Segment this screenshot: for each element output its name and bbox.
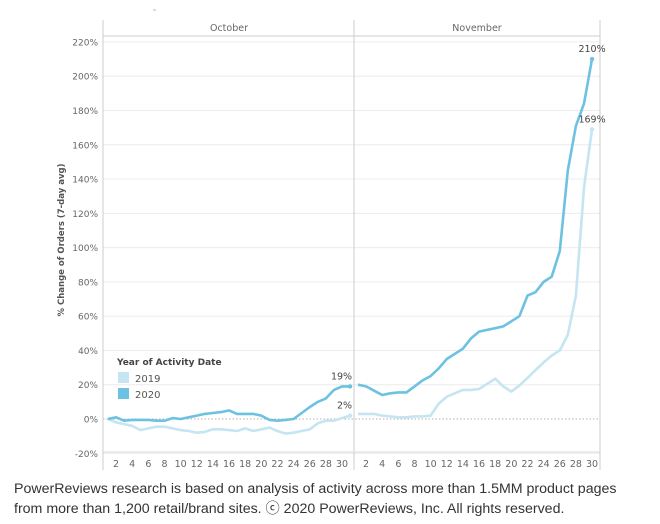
x-tick-label: 12 — [191, 459, 203, 470]
chart-frame — [102, 9, 601, 470]
x-tick-label: 2 — [113, 459, 119, 470]
x-tick-label: 6 — [395, 459, 401, 470]
y-tick-label: -20% — [75, 450, 99, 460]
legend-label-2019: 2019 — [135, 374, 160, 385]
panel-header-november: November — [452, 23, 502, 34]
x-tick-label: 18 — [239, 459, 251, 470]
y-tick-label: 160% — [72, 141, 98, 151]
x-tick-label: 30 — [336, 459, 348, 470]
legend-title: Year of Activity Date — [116, 358, 222, 368]
y-tick-label: 220% — [72, 38, 98, 48]
y-tick-label: 40% — [78, 347, 98, 357]
y-tick-label: 180% — [72, 107, 98, 117]
panel-headers: October November — [210, 23, 502, 34]
y-tick-label: 200% — [72, 73, 98, 83]
x-tick-label: 28 — [570, 459, 582, 470]
line-2019-october — [107, 414, 351, 435]
data-label-2019-october: 2% — [337, 401, 352, 412]
end-point-2019-october — [347, 413, 353, 418]
x-tick-label: 26 — [304, 459, 316, 470]
x-tick-label: 14 — [207, 459, 219, 470]
x-tick-label: 22 — [521, 459, 533, 470]
y-tick-label: 140% — [72, 176, 98, 186]
x-tick-label: 16 — [473, 459, 485, 470]
legend-label-2020: 2020 — [135, 390, 160, 401]
legend-swatch-2019 — [118, 372, 129, 383]
x-tick-label: 22 — [271, 459, 283, 470]
x-tick-label: 10 — [175, 459, 187, 470]
x-tick-label: 4 — [379, 459, 385, 470]
x-tick-label: 30 — [586, 459, 598, 470]
panel-header-october: October — [210, 23, 248, 34]
y-tick-label: 100% — [72, 244, 98, 254]
end-point-2020-november — [589, 56, 595, 62]
line-2020-november — [357, 58, 594, 397]
data-label-2020-october: 19% — [331, 371, 352, 382]
x-tick-label: 28 — [320, 459, 332, 470]
end-point-2020-october — [347, 384, 353, 389]
end-point-2019-november — [589, 127, 595, 132]
y-tick-label: 60% — [78, 313, 98, 323]
x-tick-label: 4 — [129, 459, 135, 470]
y-tick-label: 80% — [78, 278, 98, 288]
y-tick-label: 120% — [72, 210, 98, 220]
x-tick-label: 10 — [425, 459, 437, 470]
x-tick-label: 26 — [554, 459, 566, 470]
series-lines — [107, 56, 595, 435]
x-tick-label: 8 — [161, 459, 167, 470]
x-tick-label: 12 — [441, 459, 453, 470]
data-label-2020-november: 210% — [578, 44, 605, 55]
x-axis: 2 4 6 8 10 12 14 16 18 20 22 24 26 28 30 2 4 6 8 10 12 14 16 18… — [113, 459, 598, 470]
y-axis: -20% 0% 20% 40% 60% 80% 100% 120% 140% 160% 180% 20… — [72, 38, 98, 459]
footer-line-1: PowerReviews research is based on analys… — [14, 481, 617, 497]
line-2019-november — [358, 129, 594, 419]
y-tick-label: 0% — [84, 416, 99, 426]
data-labels: 2% 19% 169% 210% — [331, 44, 606, 412]
line-2020-october — [107, 385, 351, 423]
gridlines — [103, 41, 600, 454]
x-tick-label: 14 — [457, 459, 469, 470]
data-label-2019-november: 169% — [578, 114, 605, 125]
footer-note: PowerReviews research is based on analys… — [14, 479, 654, 519]
legend: Year of Activity Date 2019 2020 — [116, 358, 222, 401]
x-tick-label: 24 — [288, 459, 300, 470]
x-tick-label: 8 — [411, 459, 417, 470]
legend-swatch-2020 — [118, 388, 129, 399]
footer-line-2: from more than 1,200 retail/brand sites.… — [14, 501, 565, 517]
x-tick-label: 16 — [223, 459, 235, 470]
x-tick-label: 2 — [363, 459, 369, 470]
y-axis-label: % Change of Orders (7-day avg) — [57, 163, 67, 316]
x-tick-label: 18 — [489, 459, 501, 470]
x-tick-label: 24 — [538, 459, 550, 470]
x-tick-label: 6 — [145, 459, 151, 470]
x-tick-label: 20 — [505, 459, 517, 470]
x-tick-label: 20 — [255, 459, 267, 470]
y-tick-label: 20% — [78, 381, 98, 391]
